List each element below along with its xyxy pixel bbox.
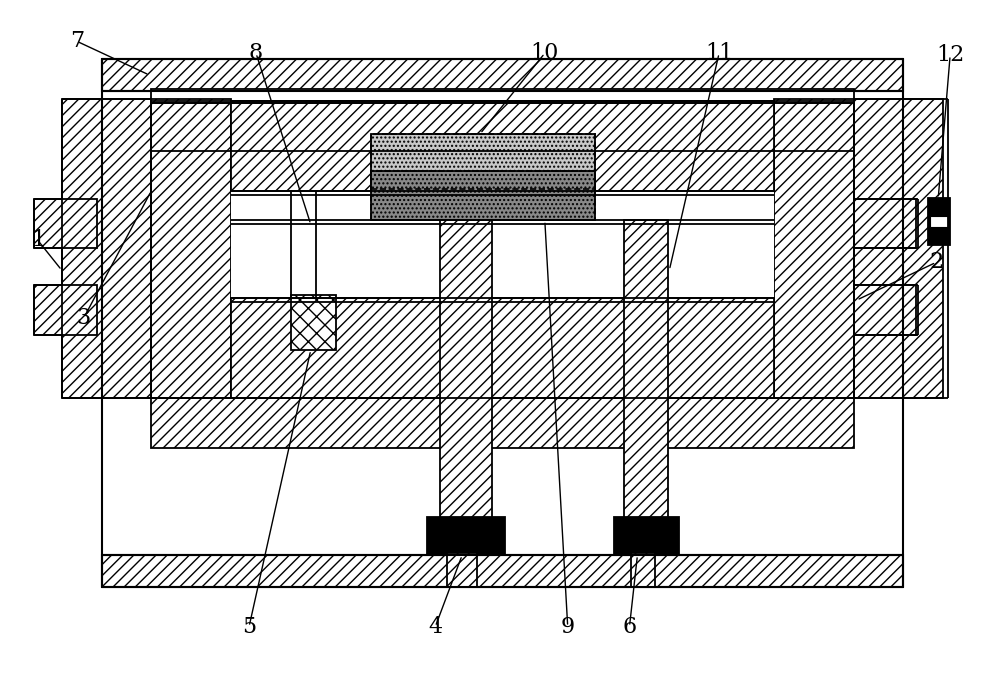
Text: 5: 5 bbox=[242, 616, 256, 638]
Bar bbox=[930, 216, 948, 228]
Text: 8: 8 bbox=[249, 42, 263, 64]
Bar bbox=[62, 99, 151, 398]
Bar bbox=[371, 134, 595, 188]
Text: 3: 3 bbox=[77, 307, 91, 329]
Bar bbox=[102, 59, 903, 91]
Bar bbox=[151, 99, 231, 398]
Text: 10: 10 bbox=[531, 42, 559, 64]
Bar bbox=[151, 89, 854, 103]
Bar bbox=[854, 199, 916, 248]
Text: 7: 7 bbox=[70, 30, 84, 52]
Bar bbox=[854, 285, 916, 335]
Bar bbox=[102, 555, 903, 587]
Bar bbox=[291, 295, 336, 350]
Bar bbox=[440, 190, 492, 520]
Bar bbox=[231, 149, 774, 398]
Bar bbox=[371, 134, 595, 188]
Bar bbox=[624, 220, 668, 520]
Bar bbox=[774, 99, 854, 398]
Bar bbox=[427, 517, 505, 555]
Bar bbox=[371, 171, 595, 220]
Bar bbox=[34, 199, 97, 248]
Bar bbox=[34, 285, 97, 335]
Bar bbox=[231, 298, 774, 398]
Bar bbox=[151, 398, 854, 447]
Bar bbox=[631, 553, 655, 587]
Bar bbox=[854, 99, 943, 398]
Text: 9: 9 bbox=[561, 616, 575, 638]
Bar bbox=[371, 171, 595, 220]
Text: 4: 4 bbox=[428, 616, 442, 638]
Bar bbox=[447, 553, 477, 587]
Text: 11: 11 bbox=[705, 42, 733, 64]
Text: 6: 6 bbox=[622, 616, 637, 638]
Text: 2: 2 bbox=[929, 252, 943, 273]
Text: 12: 12 bbox=[936, 44, 964, 66]
Bar bbox=[231, 101, 774, 190]
Bar bbox=[928, 198, 950, 245]
Text: 1: 1 bbox=[31, 229, 45, 252]
Bar bbox=[151, 101, 854, 151]
Bar bbox=[614, 517, 679, 555]
